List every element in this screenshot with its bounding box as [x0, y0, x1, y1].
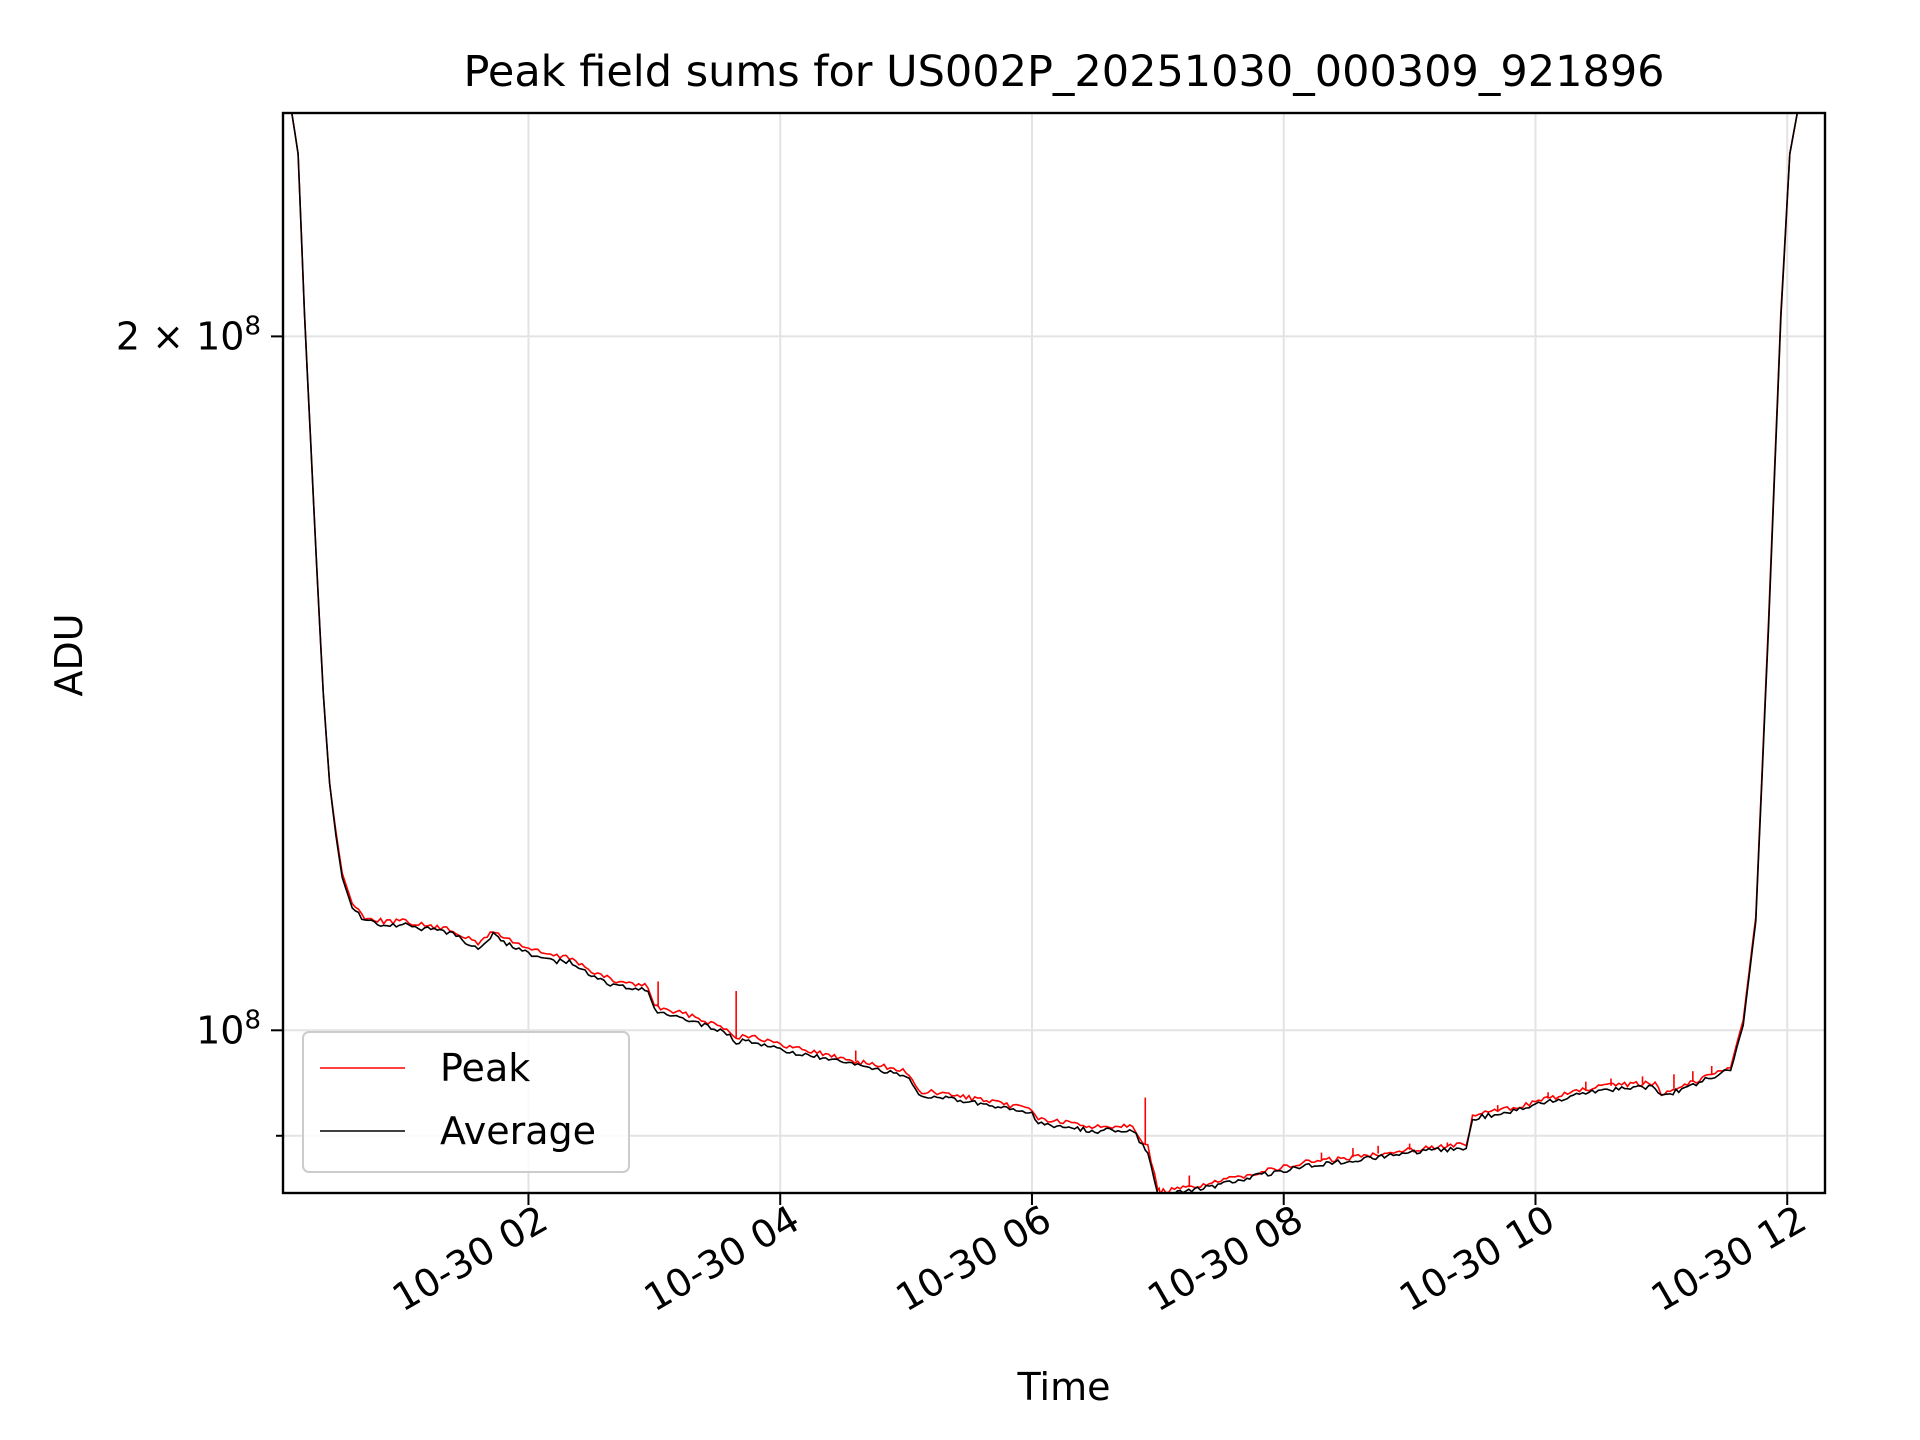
series-line-peak: [291, 113, 1804, 1193]
y-axis-ticks: 108 2 × 108: [116, 311, 283, 1137]
legend-box: [302, 1031, 630, 1173]
x-tick-label: 10-30 10: [1392, 1197, 1562, 1321]
chart-title: Peak field sums for US002P_20251030_0003…: [463, 47, 1664, 97]
series-line-average: [291, 113, 1804, 1193]
x-tick-label: 10-30 04: [637, 1197, 807, 1321]
y-tick-label: 108: [196, 1005, 261, 1052]
x-tick-label: 10-30 02: [385, 1197, 555, 1321]
legend-label-average: Average: [440, 1109, 596, 1153]
x-tick-label: 10-30 06: [889, 1197, 1059, 1321]
y-axis-label: ADU: [47, 613, 91, 696]
x-axis-label: Time: [1017, 1365, 1111, 1409]
x-axis-ticks: 10-30 02 10-30 04 10-30 06 10-30 08 10-30 10…: [385, 1193, 1814, 1320]
legend: Peak Average: [302, 1031, 630, 1173]
legend-label-peak: Peak: [440, 1046, 530, 1090]
grid-layer: [283, 113, 1825, 1193]
x-tick-label: 10-30 12: [1644, 1197, 1814, 1321]
plot-frame: [281, 111, 1827, 1195]
series-layer: [291, 113, 1804, 1193]
x-tick-label: 10-30 08: [1140, 1197, 1310, 1321]
y-tick-label: 2 × 108: [116, 311, 261, 358]
